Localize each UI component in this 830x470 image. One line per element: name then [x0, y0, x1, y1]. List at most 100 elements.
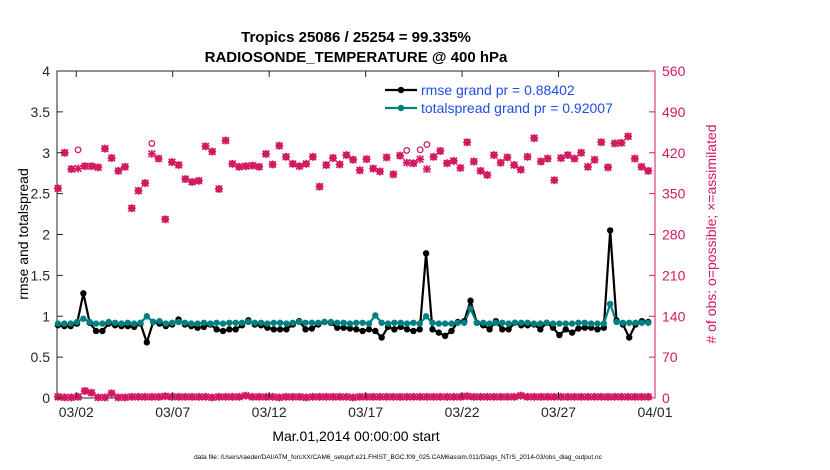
obs-rejected-assimilated-point [214, 392, 223, 401]
totalspread-point [219, 320, 227, 327]
obs-rejected-assimilated-point [154, 392, 163, 401]
line-series [54, 227, 652, 346]
obs-assimilated-point [443, 159, 452, 168]
obs-assimilated-point [463, 138, 472, 147]
rmse-point [346, 325, 354, 332]
obs-rejected-assimilated-point [630, 392, 639, 401]
y-tick-label: 4 [42, 63, 50, 79]
obs-rejected-assimilated-point [523, 392, 532, 401]
totalspread-point [581, 319, 588, 326]
totalspread-point [175, 318, 182, 326]
totalspread-point [99, 320, 106, 327]
obs-rejected-assimilated-point [463, 392, 472, 401]
totalspread-point [194, 320, 201, 327]
totalspread-point [549, 320, 557, 327]
rmse-point [448, 327, 455, 335]
totalspread-point [606, 300, 614, 308]
obs-rejected-assimilated-point [530, 392, 539, 401]
obs-assimilated-point [510, 161, 519, 170]
obs-assimilated-point [429, 152, 438, 161]
totalspread-point [499, 319, 506, 326]
obs-rejected-assimilated-point [302, 393, 311, 402]
rmse-point [302, 326, 309, 333]
obs-assimilated-point [362, 155, 371, 164]
rmse-point [486, 326, 493, 333]
y-right-tick-label: 350 [662, 186, 686, 202]
obs-assimilated-point [67, 165, 76, 174]
obs-assimilated-point [550, 176, 559, 185]
rmse-point [365, 326, 373, 333]
obs-assimilated-point [503, 153, 512, 162]
rmse-point [581, 324, 588, 331]
obs-rejected-assimilated-point [624, 392, 633, 401]
obs-assimilated-point [416, 155, 425, 164]
obs-assimilated-point [543, 154, 552, 163]
totalspread-point [492, 319, 500, 326]
y-tick-label: 0.5 [31, 349, 51, 365]
totalspread-point [359, 319, 366, 326]
obs-assimilated-point [570, 154, 579, 163]
totalspread-point [524, 319, 531, 326]
obs-assimilated-point [349, 155, 358, 164]
obs-assimilated-point [476, 166, 485, 175]
obs-assimilated-point [302, 159, 311, 168]
totalspread-point [505, 320, 512, 327]
obs-rejected-assimilated-point [503, 392, 512, 401]
obs-assimilated-point [208, 147, 217, 156]
chart-title-line2: RADIOSONDE_TEMPERATURE @ 400 hPa [205, 49, 508, 66]
obs-rejected-assimilated-point [543, 392, 552, 401]
obs-assimilated-point [322, 161, 331, 170]
obs-rejected-assimilated-point [597, 392, 606, 401]
legend-marker [397, 86, 405, 94]
totalspread-point [181, 319, 189, 326]
obs-rejected-assimilated-point [282, 392, 291, 401]
obs-rejected-assimilated-point [536, 392, 545, 401]
rmse-point [334, 324, 341, 331]
obs-rejected-assimilated-point [67, 393, 76, 402]
obs-assimilated-point [228, 159, 237, 168]
totalspread-point [264, 320, 271, 327]
totalspread-point [257, 319, 265, 326]
obs-assimilated-point [516, 165, 525, 174]
obs-rejected-assimilated-point [121, 393, 130, 402]
obs-assimilated-point [630, 154, 639, 163]
obs-assimilated-point [167, 158, 176, 167]
obs-assimilated-point [275, 141, 284, 150]
totalspread-point [295, 318, 303, 326]
obs-assimilated-point [402, 158, 411, 167]
obs-assimilated-point [174, 161, 183, 170]
totalspread-point [562, 320, 569, 327]
obs-assimilated-point [597, 138, 606, 147]
totalspread-point [441, 320, 449, 327]
totalspread-point [410, 319, 417, 326]
x-tick-label: 03/12 [252, 404, 287, 420]
obs-rejected-assimilated-point [335, 392, 344, 401]
obs-rejected-assimilated-point [235, 392, 244, 401]
rmse-point [92, 327, 100, 335]
y-axis-ticks: 0 0.5 1 1.5 2 2.5 3 3.5 4 [31, 63, 63, 406]
totalspread-point [372, 312, 379, 319]
obs-rejected-assimilated-point [100, 393, 109, 402]
obs-assimilated-point [248, 161, 257, 170]
obs-assimilated-point [583, 162, 592, 171]
totalspread-point [460, 319, 468, 326]
obs-rejected-assimilated-point [402, 392, 411, 401]
obs-assimilated-point [261, 149, 270, 158]
rmse-point [143, 339, 151, 346]
x-tick-label: 03/17 [348, 404, 383, 420]
obs-rejected-assimilated-point [570, 392, 579, 401]
obs-assimilated-point [604, 163, 613, 172]
rmse-point [467, 297, 474, 304]
obs-assimilated-point [268, 160, 277, 169]
rmse-point [499, 326, 506, 333]
totalspread-point [594, 320, 601, 327]
obs-assimilated-point [342, 151, 351, 160]
obs-assimilated-point [483, 170, 492, 179]
totalspread-point [575, 319, 582, 326]
obs-rejected-assimilated-point [496, 392, 505, 401]
obs-assimilated-point [496, 158, 505, 167]
totalspread-point [619, 319, 627, 326]
obs-rejected-assimilated-point [94, 393, 103, 402]
totalspread-point [283, 320, 290, 327]
legend-entry: rmse grand pr = 0.88402 [421, 82, 575, 98]
